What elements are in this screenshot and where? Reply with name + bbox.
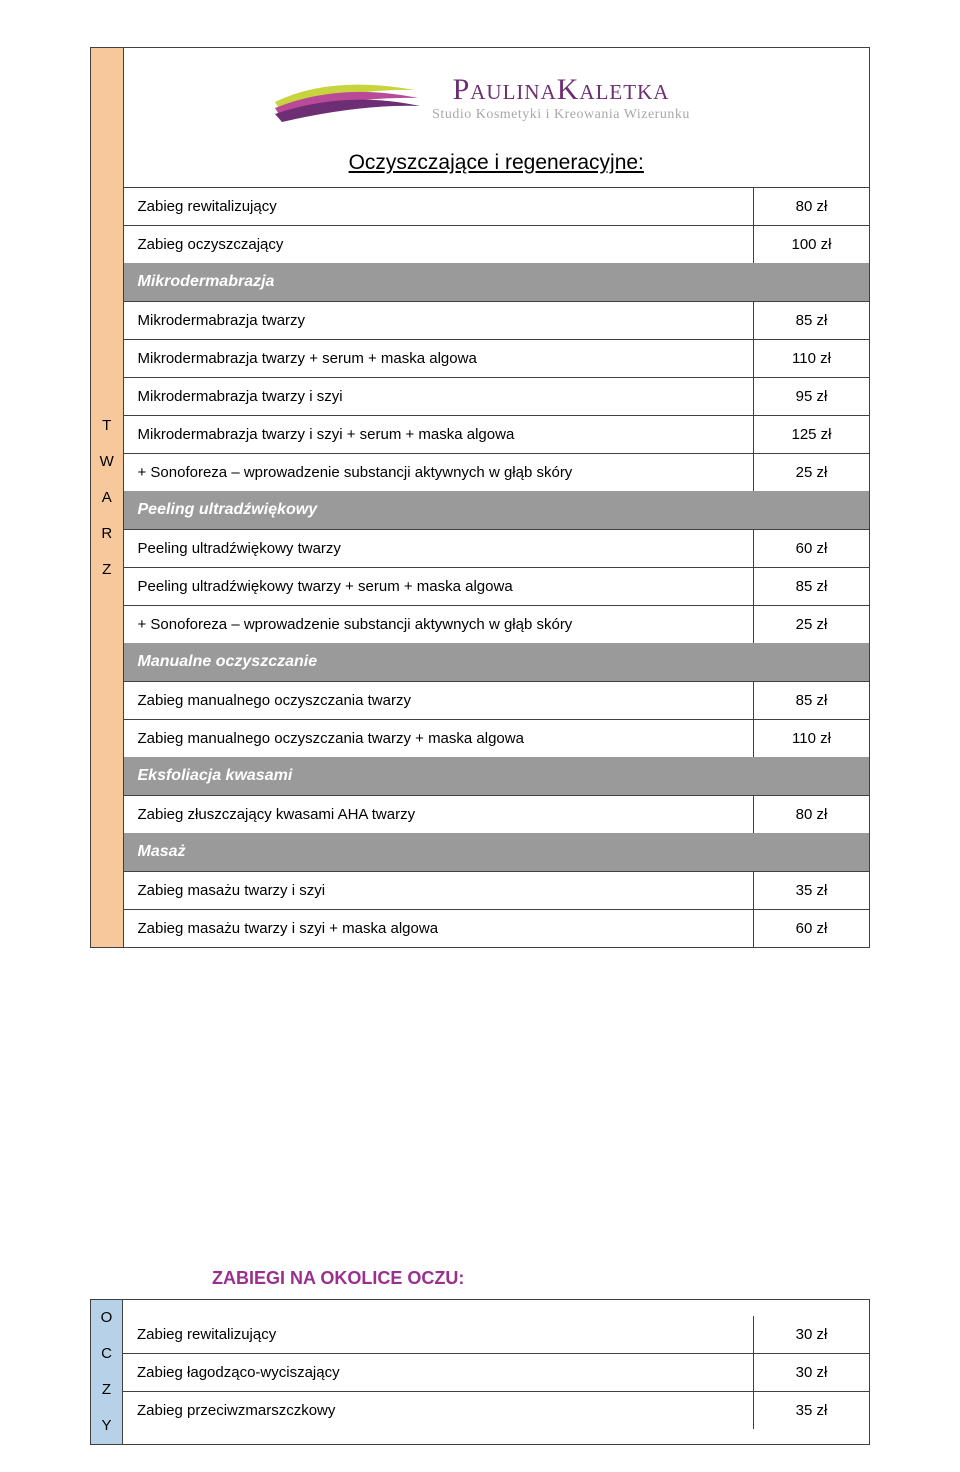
price-value: 110 zł	[754, 340, 869, 377]
price-label: Zabieg masażu twarzy i szyi	[124, 872, 755, 909]
price-row: + Sonoforeza – wprowadzenie substancji a…	[124, 454, 870, 491]
price-label: Zabieg łagodząco-wyciszający	[123, 1354, 754, 1391]
price-value: 110 zł	[754, 720, 869, 757]
price-row: Zabieg rewitalizujący80 zł	[124, 188, 870, 226]
price-row: Zabieg złuszczający kwasami AHA twarzy80…	[124, 796, 870, 833]
price-row: Mikrodermabrazja twarzy i szyi + serum +…	[124, 416, 870, 454]
price-label: + Sonoforeza – wprowadzenie substancji a…	[124, 606, 755, 643]
price-value: 125 zł	[754, 416, 869, 453]
price-row: Mikrodermabrazja twarzy + serum + maska …	[124, 340, 870, 378]
main-price-table: T W A R Z Oczyszczające i regeneracyjne:…	[90, 47, 870, 948]
heading-eksfoliacja: Eksfoliacja kwasami	[124, 757, 870, 796]
rows-peel: Peeling ultradźwiękowy twarzy60 złPeelin…	[123, 530, 869, 643]
price-label: + Sonoforeza – wprowadzenie substancji a…	[124, 454, 755, 491]
price-row: Zabieg masażu twarzy i szyi + maska algo…	[124, 910, 870, 947]
price-row: Peeling ultradźwiękowy twarzy + serum + …	[124, 568, 870, 606]
price-label: Peeling ultradźwiękowy twarzy + serum + …	[124, 568, 755, 605]
price-label: Mikrodermabrazja twarzy + serum + maska …	[124, 340, 755, 377]
block2-title: ZABIEGI NA OKOLICE OCZU:	[90, 1230, 870, 1299]
price-value: 30 zł	[754, 1316, 869, 1353]
price-row: Peeling ultradźwiękowy twarzy60 zł	[124, 530, 870, 568]
price-value: 80 zł	[754, 796, 869, 833]
rows-mas: Zabieg masażu twarzy i szyi35 złZabieg m…	[123, 872, 869, 947]
section-title: Oczyszczające i regeneracyjne:	[124, 48, 870, 188]
heading-mikrodermabrazja: Mikrodermabrazja	[124, 263, 870, 302]
price-label: Zabieg manualnego oczyszczania twarzy	[124, 682, 755, 719]
rows-mikro: Mikrodermabrazja twarzy85 złMikrodermabr…	[123, 302, 869, 491]
price-label: Zabieg przeciwzmarszczkowy	[123, 1392, 754, 1429]
price-value: 95 zł	[754, 378, 869, 415]
price-value: 35 zł	[754, 872, 869, 909]
price-label: Mikrodermabrazja twarzy	[124, 302, 755, 339]
price-row: Zabieg masażu twarzy i szyi35 zł	[124, 872, 870, 910]
price-value: 25 zł	[754, 606, 869, 643]
block-oczy: ZABIEGI NA OKOLICE OCZU: O C Z Y Zabieg …	[90, 1230, 870, 1445]
rows-manual: Zabieg manualnego oczyszczania twarzy85 …	[123, 682, 869, 757]
price-label: Peeling ultradźwiękowy twarzy	[124, 530, 755, 567]
price-value: 60 zł	[754, 530, 869, 567]
price-value: 85 zł	[754, 682, 869, 719]
price-label: Zabieg manualnego oczyszczania twarzy + …	[124, 720, 755, 757]
rows-oczy: Zabieg rewitalizujący30 złZabieg łagodzą…	[123, 1300, 870, 1445]
price-value: 85 zł	[754, 568, 869, 605]
price-row: Mikrodermabrazja twarzy i szyi95 zł	[124, 378, 870, 416]
price-value: 25 zł	[754, 454, 869, 491]
price-row: + Sonoforeza – wprowadzenie substancji a…	[124, 606, 870, 643]
price-row: Mikrodermabrazja twarzy85 zł	[124, 302, 870, 340]
heading-masaz: Masaż	[124, 833, 870, 872]
price-row: Zabieg manualnego oczyszczania twarzy85 …	[124, 682, 870, 720]
price-label: Zabieg złuszczający kwasami AHA twarzy	[124, 796, 755, 833]
heading-manualne: Manualne oczyszczanie	[124, 643, 870, 682]
price-label: Zabieg rewitalizujący	[124, 188, 755, 225]
price-value: 85 zł	[754, 302, 869, 339]
rows-eks: Zabieg złuszczający kwasami AHA twarzy80…	[123, 796, 869, 833]
price-label: Mikrodermabrazja twarzy i szyi	[124, 378, 755, 415]
price-row: Zabieg manualnego oczyszczania twarzy + …	[124, 720, 870, 757]
price-label: Zabieg rewitalizujący	[123, 1316, 754, 1353]
price-row: Zabieg łagodząco-wyciszający30 zł	[123, 1354, 869, 1392]
rows-top: Zabieg rewitalizujący80 złZabieg oczyszc…	[123, 188, 869, 263]
price-row: Zabieg oczyszczający100 zł	[124, 226, 870, 263]
price-value: 80 zł	[754, 188, 869, 225]
price-value: 35 zł	[754, 1392, 869, 1429]
price-value: 30 zł	[754, 1354, 869, 1391]
price-value: 60 zł	[754, 910, 869, 947]
price-label: Zabieg oczyszczający	[124, 226, 755, 263]
heading-peeling: Peeling ultradźwiękowy	[124, 491, 870, 530]
price-label: Mikrodermabrazja twarzy i szyi + serum +…	[124, 416, 755, 453]
spine-twarz: T W A R Z	[91, 48, 123, 947]
price-label: Zabieg masażu twarzy i szyi + maska algo…	[124, 910, 755, 947]
price-row: Zabieg przeciwzmarszczkowy35 zł	[123, 1392, 869, 1429]
price-row: Zabieg rewitalizujący30 zł	[123, 1316, 869, 1354]
spine-oczy: O C Z Y	[91, 1300, 123, 1445]
price-value: 100 zł	[754, 226, 869, 263]
